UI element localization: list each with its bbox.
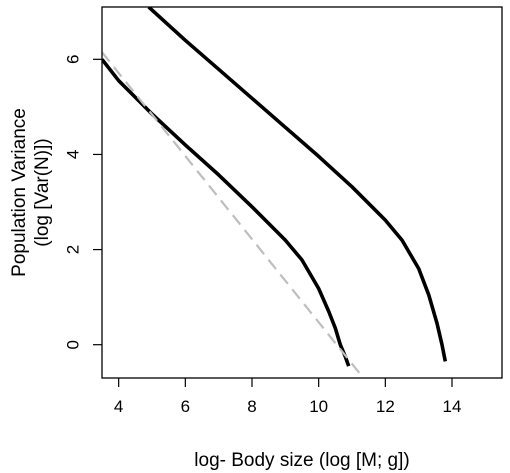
plot-frame <box>101 6 503 379</box>
x-tick-label: 10 <box>309 397 328 416</box>
series-line-2 <box>102 58 351 367</box>
series-line-3-dashed <box>102 51 365 378</box>
series-line-1 <box>147 7 448 362</box>
y-tick-label: 4 <box>63 150 82 159</box>
x-axis-label: log- Body size (log [M; g]) <box>194 450 409 471</box>
x-tick-label: 14 <box>443 397 462 416</box>
y-tick-label: 6 <box>63 55 82 64</box>
y-axis: 0 2 4 6 <box>63 55 102 349</box>
x-axis: 4 6 8 10 12 14 <box>114 378 462 416</box>
series-layer <box>102 7 448 378</box>
x-tick-label: 12 <box>376 397 395 416</box>
y-tick-label: 2 <box>63 245 82 254</box>
x-tick-label: 6 <box>181 397 190 416</box>
x-tick-label: 4 <box>114 397 123 416</box>
y-tick-label: 0 <box>63 340 82 349</box>
y-axis-label-line-2: (log [Var(N)]) <box>32 138 53 246</box>
x-tick-label: 8 <box>247 397 256 416</box>
y-axis-label-line-1: Population Variance <box>9 108 30 277</box>
